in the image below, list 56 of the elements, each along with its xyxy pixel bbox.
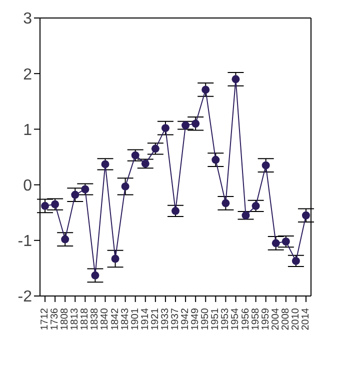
point	[151, 144, 160, 153]
point	[71, 190, 80, 199]
x-tick-label: 1901	[130, 308, 141, 330]
x-tick-label: 1843	[120, 308, 131, 330]
x-tick-label: 1956	[240, 308, 252, 330]
y-tick-label: 0	[23, 177, 32, 194]
x-tick-label: 1914	[140, 308, 151, 330]
x-tick-label: 1842	[110, 308, 121, 330]
point	[192, 120, 200, 128]
x-tick-label: 1937	[170, 308, 181, 330]
y-tick-label: -2	[18, 288, 32, 306]
point	[262, 161, 270, 170]
point	[242, 211, 250, 220]
point	[61, 235, 70, 244]
point	[111, 254, 120, 263]
y-tick-label: -1	[18, 233, 32, 250]
x-tick-label: 1921	[150, 308, 161, 330]
point	[292, 256, 300, 265]
x-tick-label: 1949	[190, 308, 202, 330]
x-tick-label: 1953	[220, 308, 232, 330]
point	[272, 239, 280, 248]
x-tick-label: 1712	[40, 308, 51, 330]
x-tick-label: 1954	[230, 308, 242, 330]
point	[81, 185, 90, 194]
x-tick-label: 1950	[200, 308, 212, 330]
x-tick-label: 1959	[260, 308, 272, 330]
x-tick-label: 1736	[50, 308, 61, 330]
x-tick-label: 1942	[180, 308, 192, 330]
x-tick-label: 1838	[90, 308, 101, 330]
point	[121, 182, 130, 190]
point	[182, 121, 190, 130]
point	[302, 211, 310, 220]
x-tick-label: 1951	[210, 308, 222, 330]
x-tick-label: 1813	[70, 308, 81, 330]
x-tick-label: 1818	[80, 308, 91, 330]
y-tick-label: 1	[23, 122, 32, 139]
x-tick-label: 2004	[270, 308, 282, 330]
x-tick-label: 1933	[160, 308, 171, 330]
point	[232, 75, 240, 84]
x-tick-label: 2014	[300, 308, 312, 330]
point	[91, 271, 100, 280]
x-tick-label: 1840	[100, 308, 111, 330]
x-tick-label: 2010	[290, 308, 302, 330]
point	[101, 160, 110, 168]
point	[282, 238, 290, 246]
point	[202, 86, 210, 94]
y-tick-label: 3	[23, 10, 32, 28]
point	[161, 124, 170, 132]
point	[222, 199, 230, 208]
point	[172, 206, 180, 215]
x-tick-label: 1958	[250, 308, 262, 330]
point	[41, 202, 50, 210]
y-tick-label: 2	[23, 66, 32, 84]
point	[212, 156, 220, 164]
x-tick-label: 1808	[60, 308, 71, 330]
x-tick-label: 2008	[280, 308, 292, 330]
